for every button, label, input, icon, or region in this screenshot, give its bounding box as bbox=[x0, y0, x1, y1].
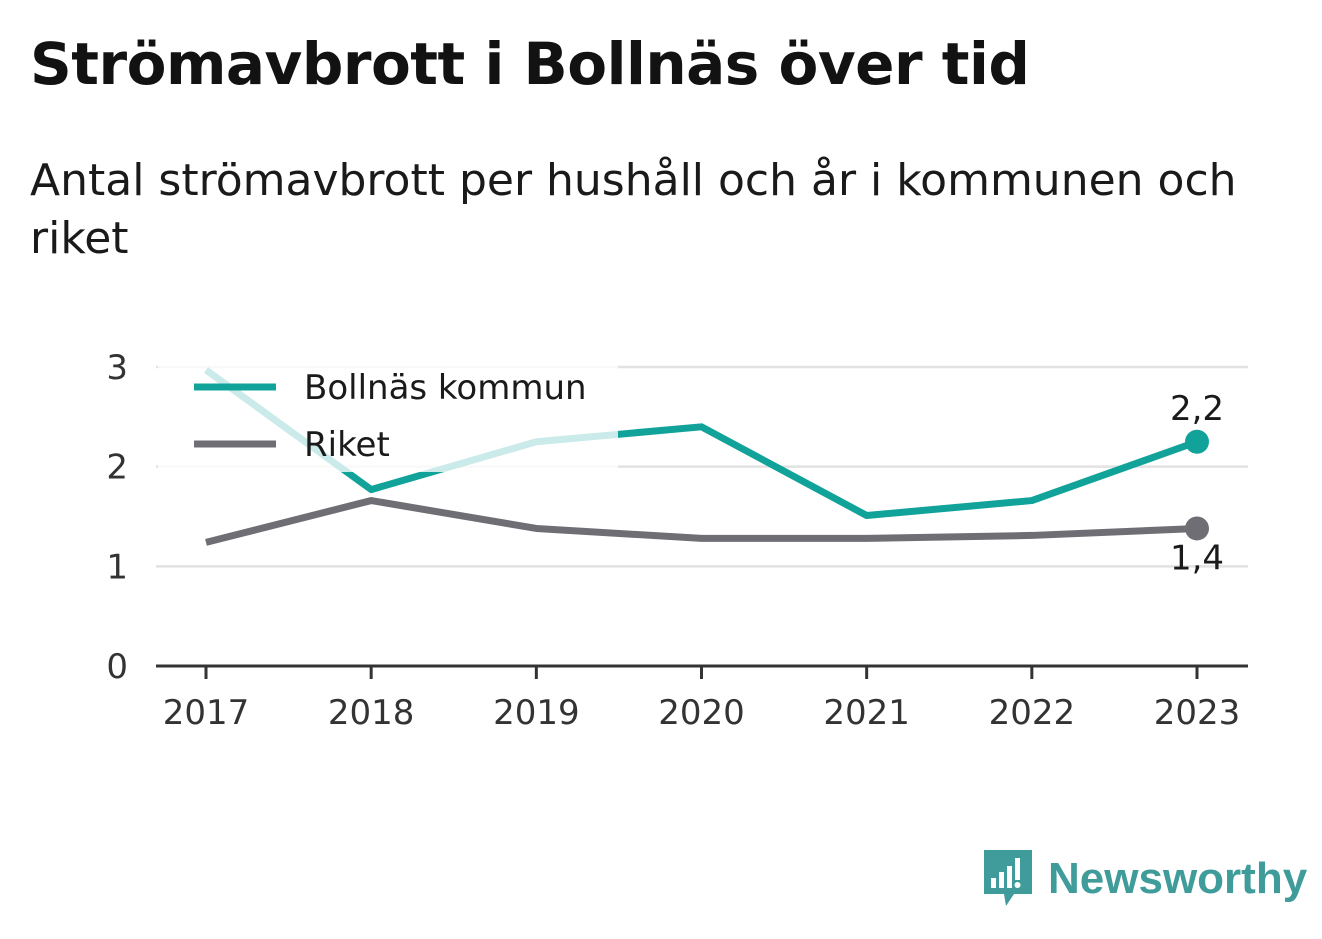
y-tick-label: 1 bbox=[106, 547, 128, 587]
x-tick-label: 2021 bbox=[823, 693, 910, 733]
series-line-1 bbox=[205, 497, 1198, 546]
end-point-marker bbox=[1185, 516, 1209, 541]
legend: Bollnäs kommun Riket bbox=[158, 350, 618, 472]
x-tick-label: 2020 bbox=[658, 693, 745, 733]
y-tick-label: 3 bbox=[106, 348, 128, 388]
brand-name: Newsworthy bbox=[1048, 854, 1308, 903]
chart-title: Strömavbrott i Bollnäs över tid bbox=[30, 30, 1030, 98]
x-axis-ticks: 2017 2018 2019 2020 2021 2022 2023 bbox=[163, 666, 1241, 733]
series-lines bbox=[203, 367, 1209, 546]
end-value-label: 2,2 bbox=[1170, 389, 1224, 429]
x-tick-label: 2017 bbox=[163, 693, 250, 733]
brand-logo: Newsworthy bbox=[980, 848, 1307, 910]
y-tick-label: 2 bbox=[106, 448, 128, 488]
end-labels: 2,2 1,4 bbox=[1170, 389, 1224, 579]
y-tick-label: 0 bbox=[106, 647, 128, 687]
chart-subtitle: Antal strömavbrott per hushåll och år i … bbox=[30, 155, 1237, 264]
legend-label: Riket bbox=[304, 425, 390, 465]
end-point-marker bbox=[1185, 429, 1209, 454]
end-value-label: 1,4 bbox=[1170, 538, 1224, 578]
legend-background bbox=[158, 350, 618, 472]
series-line-0 bbox=[203, 367, 1199, 520]
x-tick-label: 2018 bbox=[328, 693, 415, 733]
legend-label: Bollnäs kommun bbox=[304, 368, 587, 408]
x-tick-label: 2022 bbox=[989, 693, 1076, 733]
x-tick-label: 2019 bbox=[493, 693, 580, 733]
x-tick-label: 2023 bbox=[1154, 693, 1241, 733]
y-axis-ticks: 0 1 2 3 bbox=[106, 348, 128, 687]
newsworthy-logo-icon bbox=[984, 850, 1032, 906]
